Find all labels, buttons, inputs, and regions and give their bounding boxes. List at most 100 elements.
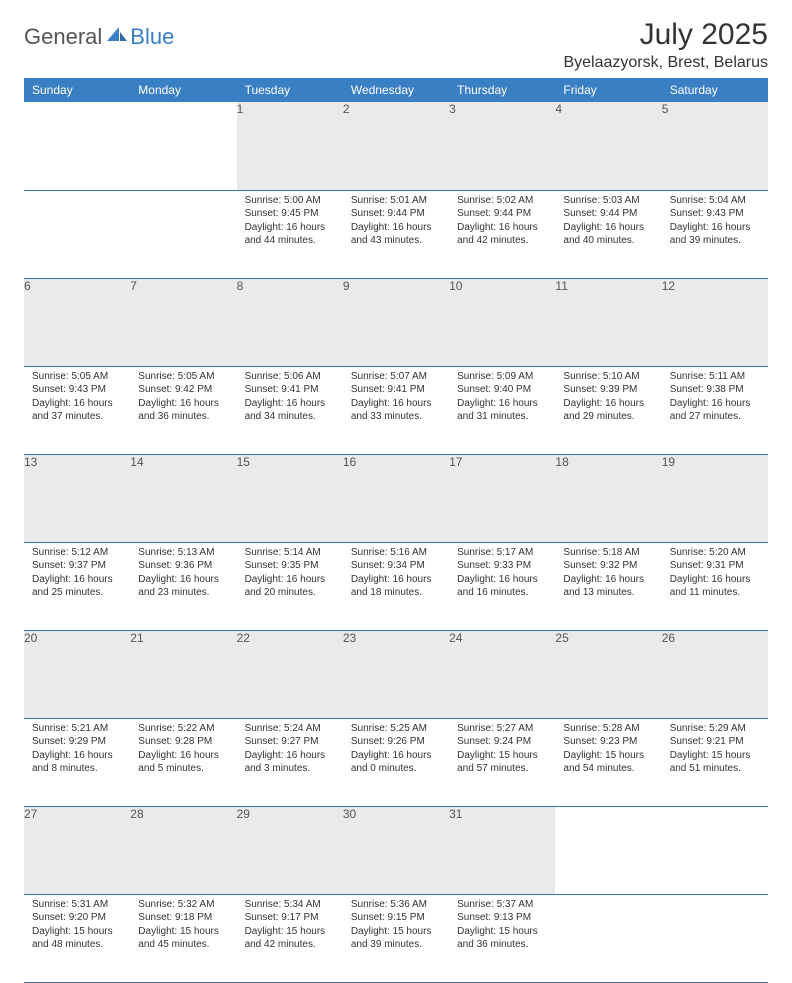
calendar-cell-body: Sunrise: 5:13 AMSunset: 9:36 PMDaylight:… (130, 543, 236, 606)
calendar-cell: Sunrise: 5:21 AMSunset: 9:29 PMDaylight:… (24, 718, 130, 806)
calendar-cell-body: Sunrise: 5:12 AMSunset: 9:37 PMDaylight:… (24, 543, 130, 606)
calendar-cell-body: Sunrise: 5:16 AMSunset: 9:34 PMDaylight:… (343, 543, 449, 606)
logo-text-general: General (24, 24, 102, 50)
calendar-cell-body: Sunrise: 5:17 AMSunset: 9:33 PMDaylight:… (449, 543, 555, 606)
day-number: 17 (449, 454, 555, 542)
calendar-cell-body: Sunrise: 5:34 AMSunset: 9:17 PMDaylight:… (237, 895, 343, 958)
calendar-cell-body (555, 895, 661, 904)
calendar-cell-body: Sunrise: 5:04 AMSunset: 9:43 PMDaylight:… (662, 191, 768, 254)
day-number (555, 806, 661, 894)
day-number: 19 (662, 454, 768, 542)
calendar-cell-body: Sunrise: 5:09 AMSunset: 9:40 PMDaylight:… (449, 367, 555, 430)
calendar-cell: Sunrise: 5:09 AMSunset: 9:40 PMDaylight:… (449, 366, 555, 454)
calendar-cell-body: Sunrise: 5:21 AMSunset: 9:29 PMDaylight:… (24, 719, 130, 782)
day-number: 25 (555, 630, 661, 718)
calendar-cell: Sunrise: 5:22 AMSunset: 9:28 PMDaylight:… (130, 718, 236, 806)
day-number: 27 (24, 806, 130, 894)
logo-text-blue: Blue (130, 24, 174, 50)
calendar-cell: Sunrise: 5:14 AMSunset: 9:35 PMDaylight:… (237, 542, 343, 630)
calendar-cell: Sunrise: 5:12 AMSunset: 9:37 PMDaylight:… (24, 542, 130, 630)
weekday-header: Sunday (24, 78, 130, 102)
calendar-cell: Sunrise: 5:17 AMSunset: 9:33 PMDaylight:… (449, 542, 555, 630)
calendar-table: SundayMondayTuesdayWednesdayThursdayFrid… (24, 78, 768, 983)
day-number: 26 (662, 630, 768, 718)
day-number-row: 6789101112 (24, 278, 768, 366)
calendar-cell: Sunrise: 5:24 AMSunset: 9:27 PMDaylight:… (237, 718, 343, 806)
weekday-header: Thursday (449, 78, 555, 102)
calendar-week-row: Sunrise: 5:00 AMSunset: 9:45 PMDaylight:… (24, 190, 768, 278)
calendar-cell: Sunrise: 5:29 AMSunset: 9:21 PMDaylight:… (662, 718, 768, 806)
location: Byelaazyorsk, Brest, Belarus (563, 54, 768, 72)
calendar-cell-body: Sunrise: 5:36 AMSunset: 9:15 PMDaylight:… (343, 895, 449, 958)
day-number: 31 (449, 806, 555, 894)
header: General Blue July 2025 Byelaazyorsk, Bre… (24, 18, 768, 72)
calendar-cell (662, 894, 768, 982)
calendar-week-row: Sunrise: 5:12 AMSunset: 9:37 PMDaylight:… (24, 542, 768, 630)
day-number: 24 (449, 630, 555, 718)
day-number: 30 (343, 806, 449, 894)
calendar-weekday-header: SundayMondayTuesdayWednesdayThursdayFrid… (24, 78, 768, 102)
logo-sail-icon (106, 26, 128, 49)
calendar-cell-body: Sunrise: 5:02 AMSunset: 9:44 PMDaylight:… (449, 191, 555, 254)
calendar-cell-body: Sunrise: 5:28 AMSunset: 9:23 PMDaylight:… (555, 719, 661, 782)
calendar-cell: Sunrise: 5:01 AMSunset: 9:44 PMDaylight:… (343, 190, 449, 278)
calendar-cell-body: Sunrise: 5:10 AMSunset: 9:39 PMDaylight:… (555, 367, 661, 430)
calendar-cell-body: Sunrise: 5:31 AMSunset: 9:20 PMDaylight:… (24, 895, 130, 958)
month-title: July 2025 (563, 18, 768, 52)
calendar-cell-body: Sunrise: 5:25 AMSunset: 9:26 PMDaylight:… (343, 719, 449, 782)
calendar-cell: Sunrise: 5:03 AMSunset: 9:44 PMDaylight:… (555, 190, 661, 278)
day-number: 7 (130, 278, 236, 366)
calendar-cell-body (662, 895, 768, 904)
calendar-cell: Sunrise: 5:25 AMSunset: 9:26 PMDaylight:… (343, 718, 449, 806)
calendar-cell: Sunrise: 5:05 AMSunset: 9:43 PMDaylight:… (24, 366, 130, 454)
weekday-header: Monday (130, 78, 236, 102)
weekday-header: Wednesday (343, 78, 449, 102)
calendar-cell-body (24, 191, 130, 200)
calendar-cell: Sunrise: 5:10 AMSunset: 9:39 PMDaylight:… (555, 366, 661, 454)
calendar-cell-body (130, 191, 236, 200)
day-number: 9 (343, 278, 449, 366)
calendar-cell-body: Sunrise: 5:18 AMSunset: 9:32 PMDaylight:… (555, 543, 661, 606)
calendar-cell: Sunrise: 5:16 AMSunset: 9:34 PMDaylight:… (343, 542, 449, 630)
day-number: 3 (449, 102, 555, 190)
day-number (24, 102, 130, 190)
calendar-cell-body: Sunrise: 5:06 AMSunset: 9:41 PMDaylight:… (237, 367, 343, 430)
calendar-cell: Sunrise: 5:13 AMSunset: 9:36 PMDaylight:… (130, 542, 236, 630)
calendar-cell (555, 894, 661, 982)
calendar-cell-body: Sunrise: 5:11 AMSunset: 9:38 PMDaylight:… (662, 367, 768, 430)
day-number: 1 (237, 102, 343, 190)
day-number: 23 (343, 630, 449, 718)
calendar-cell-body: Sunrise: 5:01 AMSunset: 9:44 PMDaylight:… (343, 191, 449, 254)
calendar-cell: Sunrise: 5:06 AMSunset: 9:41 PMDaylight:… (237, 366, 343, 454)
calendar-cell (24, 190, 130, 278)
day-number: 10 (449, 278, 555, 366)
calendar-cell-body: Sunrise: 5:14 AMSunset: 9:35 PMDaylight:… (237, 543, 343, 606)
calendar-cell-body: Sunrise: 5:05 AMSunset: 9:43 PMDaylight:… (24, 367, 130, 430)
calendar-week-row: Sunrise: 5:21 AMSunset: 9:29 PMDaylight:… (24, 718, 768, 806)
logo: General Blue (24, 24, 174, 50)
day-number-row: 20212223242526 (24, 630, 768, 718)
calendar-cell: Sunrise: 5:27 AMSunset: 9:24 PMDaylight:… (449, 718, 555, 806)
weekday-header: Tuesday (237, 78, 343, 102)
day-number: 18 (555, 454, 661, 542)
calendar-cell-body: Sunrise: 5:03 AMSunset: 9:44 PMDaylight:… (555, 191, 661, 254)
day-number: 11 (555, 278, 661, 366)
calendar-cell: Sunrise: 5:28 AMSunset: 9:23 PMDaylight:… (555, 718, 661, 806)
weekday-header: Friday (555, 78, 661, 102)
calendar-cell-body: Sunrise: 5:29 AMSunset: 9:21 PMDaylight:… (662, 719, 768, 782)
calendar-cell: Sunrise: 5:07 AMSunset: 9:41 PMDaylight:… (343, 366, 449, 454)
day-number: 15 (237, 454, 343, 542)
day-number-row: 2728293031 (24, 806, 768, 894)
calendar-cell: Sunrise: 5:31 AMSunset: 9:20 PMDaylight:… (24, 894, 130, 982)
weekday-header: Saturday (662, 78, 768, 102)
day-number: 21 (130, 630, 236, 718)
calendar-cell: Sunrise: 5:04 AMSunset: 9:43 PMDaylight:… (662, 190, 768, 278)
calendar-cell: Sunrise: 5:11 AMSunset: 9:38 PMDaylight:… (662, 366, 768, 454)
calendar-cell: Sunrise: 5:18 AMSunset: 9:32 PMDaylight:… (555, 542, 661, 630)
day-number (662, 806, 768, 894)
calendar-cell-body: Sunrise: 5:07 AMSunset: 9:41 PMDaylight:… (343, 367, 449, 430)
calendar-cell (130, 190, 236, 278)
calendar-cell-body: Sunrise: 5:05 AMSunset: 9:42 PMDaylight:… (130, 367, 236, 430)
day-number: 8 (237, 278, 343, 366)
day-number: 4 (555, 102, 661, 190)
